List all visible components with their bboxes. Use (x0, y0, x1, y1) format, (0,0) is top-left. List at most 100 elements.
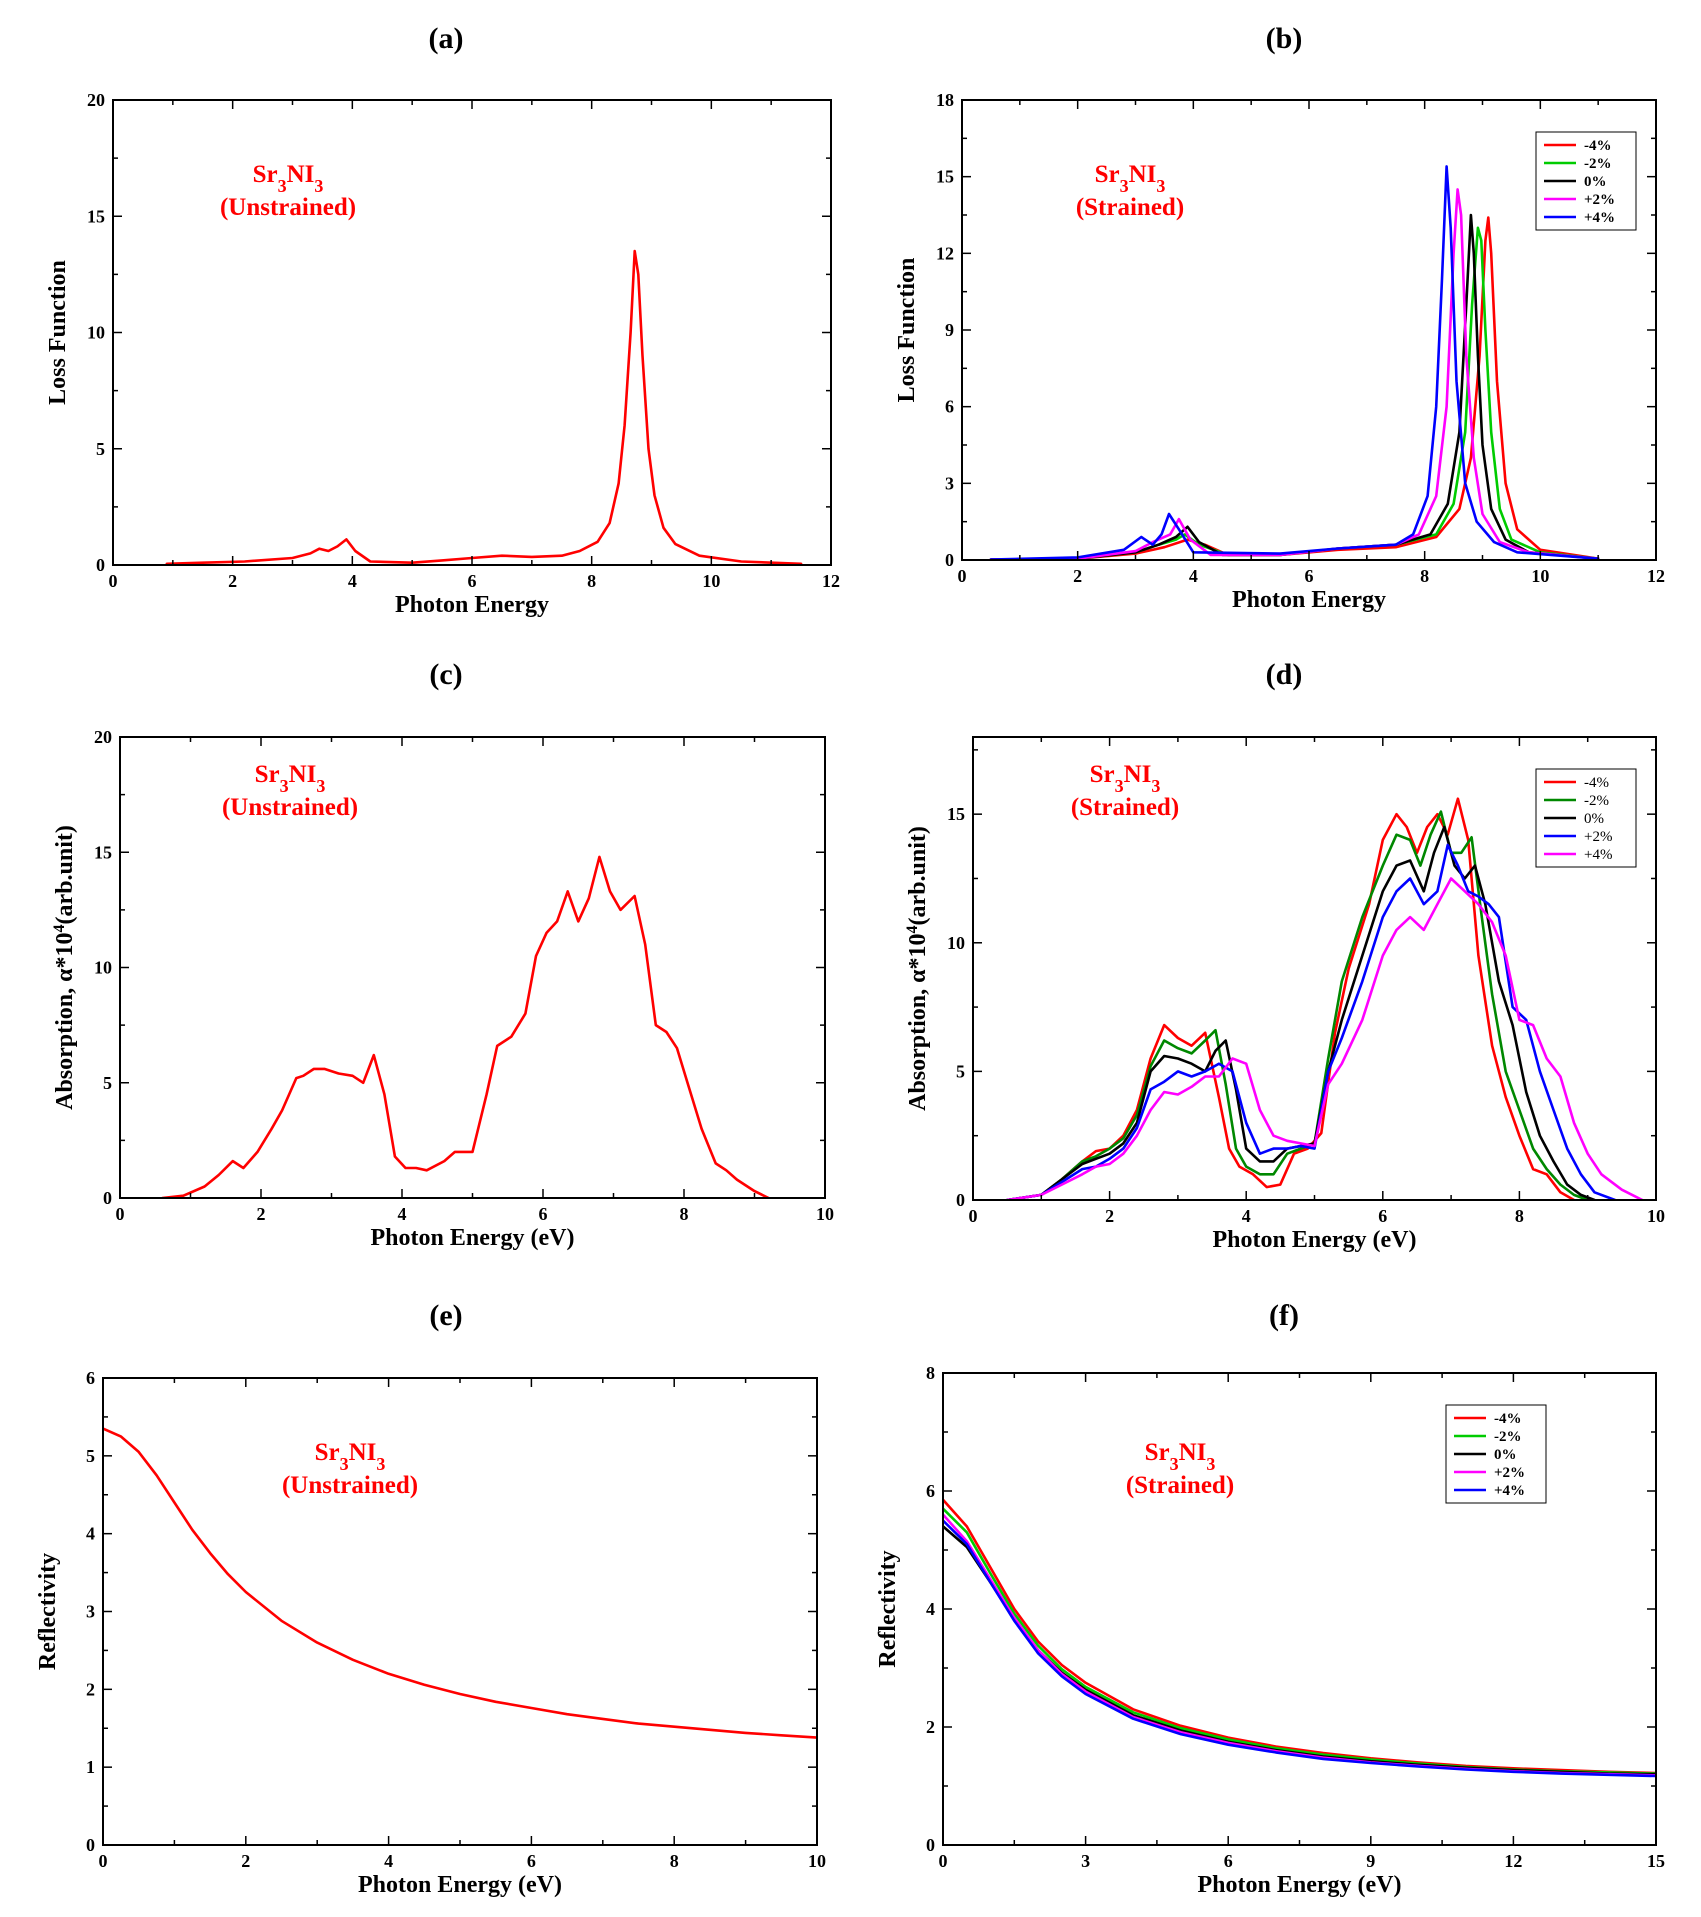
legend: -4% -2% 0% +2% +4% (1535, 131, 1637, 231)
x-tick-label: 12 (1504, 1851, 1522, 1871)
y-axis-title-part: *10 (905, 933, 931, 969)
x-tick-label: 4 (1189, 566, 1198, 586)
formula-part: Sr (315, 1439, 340, 1466)
legend-entry: 0% (1494, 1447, 1517, 1463)
compound-formula: Sr3NI3 (255, 761, 326, 796)
y-tick-label: 5 (103, 1073, 112, 1093)
y-tick-label: 2 (926, 1717, 935, 1737)
legend-entry: +2% (1584, 829, 1612, 845)
x-axis-title: Photon Energy (395, 592, 549, 618)
formula-part: 3 (1206, 1454, 1215, 1474)
y-tick-label: 3 (945, 473, 954, 493)
x-tick-label: 0 (99, 1851, 108, 1871)
x-tick-label: 0 (958, 566, 967, 586)
y-axis-title: Loss Function (894, 258, 920, 403)
formula-part: NI (1129, 161, 1157, 188)
x-tick-label: 4 (348, 571, 357, 591)
x-tick-label: 9 (1366, 1851, 1375, 1871)
formula-part: 3 (1115, 776, 1124, 796)
panel-label: (d) (1266, 658, 1303, 691)
series-line-main (103, 1427, 817, 1739)
y-tick-label: 6 (86, 1368, 95, 1388)
chart-panel-a: (a) 0 2 4 6 8 10 12 0 5 10 15 20 Photon Energy Loss Fu… (45, 22, 840, 618)
formula-part: Sr (1095, 161, 1120, 188)
y-tick-label: 4 (86, 1524, 95, 1544)
formula-part: 3 (278, 176, 287, 196)
legend-entry: -4% (1584, 138, 1612, 154)
y-tick-label: 20 (94, 727, 112, 747)
panel-label: (c) (429, 658, 462, 691)
x-tick-label: 6 (1305, 566, 1314, 586)
x-tick-label: 3 (1081, 1851, 1090, 1871)
legend-entry: -4% (1494, 1411, 1522, 1427)
y-axis-title: Loss Function (45, 260, 71, 405)
series-group (103, 1427, 817, 1739)
x-tick-label: 12 (1647, 566, 1665, 586)
x-tick-label: 6 (468, 571, 477, 591)
y-tick-label: 6 (926, 1481, 935, 1501)
legend-entry: 0% (1584, 811, 1604, 827)
series-line-main (165, 249, 803, 565)
formula-part: 3 (314, 176, 323, 196)
y-tick-label: 5 (86, 1446, 95, 1466)
legend-entry: +4% (1494, 1483, 1525, 1499)
x-tick-label: 0 (109, 571, 118, 591)
legend-entry: -4% (1584, 775, 1609, 791)
formula-part: Sr (255, 761, 280, 788)
x-axis-title: Photon Energy (eV) (1198, 1872, 1402, 1898)
legend-entry: -2% (1584, 793, 1609, 809)
y-axis-title-part: (arb.unit) (52, 825, 78, 924)
y-tick-label: 0 (945, 550, 954, 570)
series-line-plus4pct (1005, 877, 1644, 1200)
legend: -4% -2% 0% +2% +4% (1445, 1404, 1547, 1504)
y-tick-label: 4 (926, 1599, 935, 1619)
formula-part: 3 (1170, 1454, 1179, 1474)
y-tick-label: 2 (86, 1679, 95, 1699)
formula-part: NI (1179, 1439, 1207, 1466)
y-tick-label: 12 (936, 243, 954, 263)
y-tick-label: 15 (94, 842, 112, 862)
y-tick-label: 20 (87, 90, 105, 110)
y-axis-title: Reflectivity (35, 1553, 61, 1670)
y-axis-title-part: 4 (904, 925, 921, 933)
series-line-plus2pct (943, 1513, 1656, 1777)
series-line-plus2pct (989, 188, 1600, 560)
x-tick-label: 2 (228, 571, 237, 591)
x-tick-label: 10 (816, 1204, 834, 1224)
y-tick-label: 5 (956, 1061, 965, 1081)
series-line-plus4pct (943, 1519, 1656, 1778)
series-line-minus2pct (989, 226, 1600, 560)
formula-part: 3 (316, 776, 325, 796)
formula-part: Sr (1090, 761, 1115, 788)
formula-part: NI (287, 161, 315, 188)
panel-label: (e) (429, 1299, 462, 1332)
x-tick-label: 0 (116, 1204, 125, 1224)
legend-entry: +4% (1584, 210, 1615, 226)
chart-panel-b: (b) 0 2 4 6 8 10 12 0 3 6 9 12 15 18 Photon Energy Loss … (894, 22, 1665, 613)
legend-entry: 0% (1584, 174, 1607, 190)
y-tick-label: 9 (945, 320, 954, 340)
panel-label: (b) (1266, 22, 1303, 55)
compound-formula: Sr3NI3 (253, 161, 324, 196)
plot-frame (102, 1377, 818, 1846)
panel-label: (a) (429, 22, 464, 55)
x-tick-label: 4 (398, 1204, 407, 1224)
formula-part: 3 (1156, 176, 1165, 196)
formula-part: NI (349, 1439, 377, 1466)
series-group (161, 855, 770, 1198)
y-tick-label: 0 (96, 555, 105, 575)
series-line-plus4pct (989, 165, 1600, 560)
compound-formula: Sr3NI3 (1145, 1439, 1216, 1474)
y-axis-title: Absorption, α*104(arb.unit) (904, 826, 932, 1111)
strain-condition: (Strained) (1126, 1472, 1234, 1499)
y-tick-label: 0 (956, 1190, 965, 1210)
series-line-minus4pct (989, 216, 1600, 560)
x-axis-title: Photon Energy (eV) (1213, 1227, 1417, 1253)
y-axis-title: Reflectivity (875, 1550, 901, 1667)
formula-part: Sr (253, 161, 278, 188)
x-tick-label: 6 (1378, 1206, 1387, 1226)
y-axis-title: Absorption, α*104(arb.unit) (51, 825, 79, 1110)
y-tick-label: 15 (936, 167, 954, 187)
